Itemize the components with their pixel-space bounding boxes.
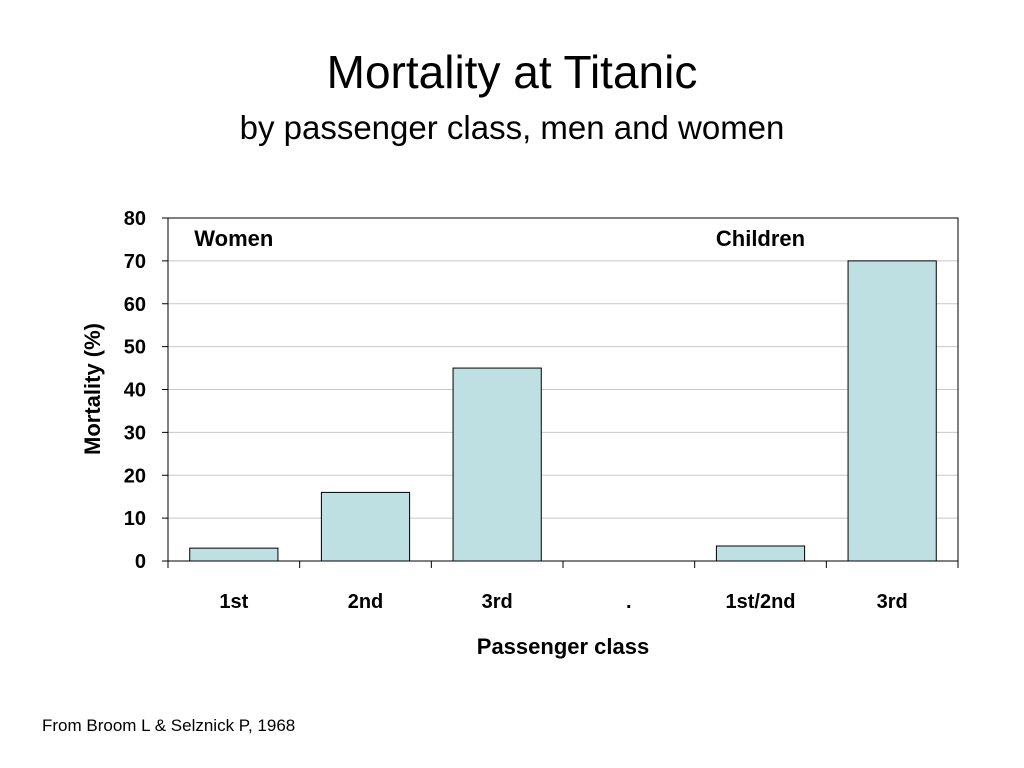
y-axis-title: Mortality (%)	[80, 323, 105, 455]
y-tick-label: 60	[124, 294, 146, 316]
x-tick-label: 2nd	[348, 591, 384, 613]
source-citation: From Broom L & Selznick P, 1968	[42, 716, 296, 735]
x-tick-label: 3rd	[877, 591, 908, 613]
x-tick-label: 1st	[219, 591, 248, 613]
x-tick-label: 3rd	[482, 591, 513, 613]
bar-6	[847, 260, 937, 562]
x-tick-label: 1st/2nd	[725, 591, 795, 613]
y-tick-label: 70	[124, 251, 146, 273]
y-tick-label: 20	[124, 465, 146, 487]
x-axis-title: Passenger class	[477, 634, 649, 659]
annotation-children: Children	[716, 226, 805, 251]
bar-1	[189, 547, 279, 562]
annotation-women: Women	[194, 226, 273, 251]
chart-title: Mortality at Titanic	[326, 46, 698, 98]
y-tick-label: 50	[124, 337, 146, 359]
chart-subtitle: by passenger class, men and women	[239, 109, 785, 146]
bar-5	[715, 545, 806, 562]
y-tick-label: 40	[124, 380, 146, 402]
y-tick-label: 10	[124, 508, 146, 530]
y-tick-label: 0	[135, 551, 146, 573]
x-tick-label: .	[626, 591, 632, 613]
y-tick-label: 30	[124, 422, 146, 444]
bar-2	[320, 491, 411, 562]
bar-3	[452, 367, 542, 562]
y-tick-label: 80	[124, 208, 146, 230]
